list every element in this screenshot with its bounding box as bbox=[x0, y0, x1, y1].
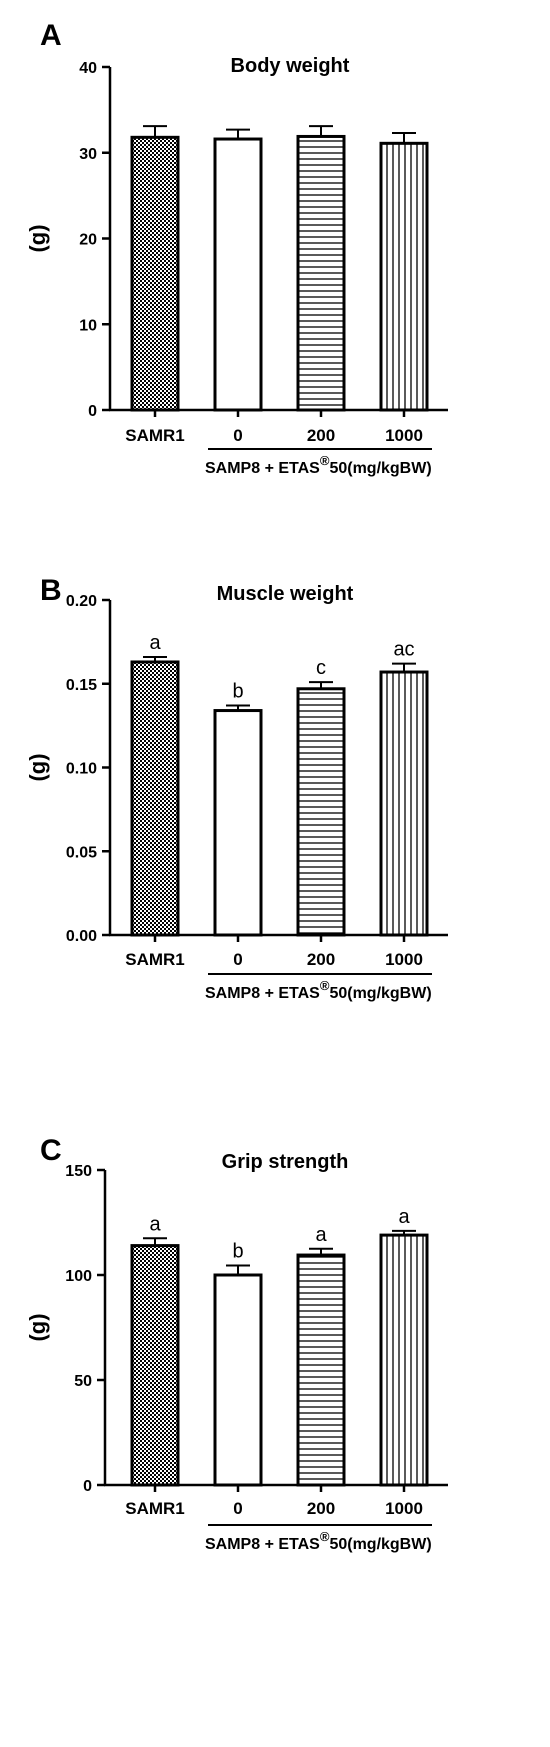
group-label: SAMP8 + ETAS®50(mg/kgBW) bbox=[205, 1529, 432, 1553]
bar-2 bbox=[213, 709, 263, 937]
category-label: 0 bbox=[233, 1499, 242, 1518]
y-tick-label: 0.00 bbox=[66, 928, 97, 945]
y-axis-label: (g) bbox=[25, 224, 50, 252]
group-label-suffix: 50(mg/kgBW) bbox=[329, 985, 431, 1002]
significance-label: b bbox=[232, 1241, 243, 1263]
y-tick-label: 0 bbox=[88, 403, 97, 420]
significance-label: a bbox=[315, 1224, 327, 1246]
chart-title: Body weight bbox=[231, 55, 350, 77]
bar-3 bbox=[296, 687, 346, 937]
panel-letter: B bbox=[40, 574, 62, 607]
panel-letter: A bbox=[40, 19, 62, 52]
chart-panel-c: C Grip strength (g) 0 50 100 150 a SAMR1 b 0 a 200 a 1… bbox=[25, 1134, 448, 1553]
y-tick-label: 50 bbox=[74, 1373, 92, 1390]
significance-label: a bbox=[398, 1206, 410, 1228]
group-label-main: SAMP8 + ETAS bbox=[205, 985, 320, 1002]
y-tick-label: 0.15 bbox=[66, 677, 97, 694]
bar-4 bbox=[379, 141, 429, 412]
category-label: 200 bbox=[307, 426, 335, 445]
category-label: 200 bbox=[307, 950, 335, 969]
y-tick-label: 10 bbox=[79, 317, 97, 334]
chart-panel-a: A Body weight (g) 0 10 20 30 40 SAMR1 0 200 1000 SAM… bbox=[25, 19, 448, 477]
y-tick-label: 100 bbox=[65, 1268, 92, 1285]
category-label: 0 bbox=[233, 426, 242, 445]
group-label-suffix: 50(mg/kgBW) bbox=[329, 1536, 431, 1553]
category-label: 0 bbox=[233, 950, 242, 969]
group-label-superscript: ® bbox=[320, 978, 330, 993]
group-label: SAMP8 + ETAS®50(mg/kgBW) bbox=[205, 453, 432, 477]
bar-4 bbox=[379, 1233, 429, 1487]
bar-3 bbox=[296, 134, 346, 412]
bar-3 bbox=[296, 1253, 346, 1487]
panel-letter: C bbox=[40, 1134, 62, 1167]
significance-label: c bbox=[316, 657, 326, 679]
bar-4 bbox=[379, 670, 429, 937]
bar-2 bbox=[213, 137, 263, 412]
y-axis-label: (g) bbox=[25, 753, 50, 781]
category-label: SAMR1 bbox=[125, 950, 185, 969]
significance-label: a bbox=[149, 632, 161, 654]
group-label-superscript: ® bbox=[320, 1529, 330, 1544]
group-label: SAMP8 + ETAS®50(mg/kgBW) bbox=[205, 978, 432, 1002]
chart-title: Muscle weight bbox=[217, 583, 354, 605]
category-label: 200 bbox=[307, 1499, 335, 1518]
group-label-suffix: 50(mg/kgBW) bbox=[329, 460, 431, 477]
group-label-main: SAMP8 + ETAS bbox=[205, 460, 320, 477]
category-label: SAMR1 bbox=[125, 426, 185, 445]
category-label: 1000 bbox=[385, 1499, 423, 1518]
bar-1 bbox=[130, 135, 180, 412]
y-tick-label: 150 bbox=[65, 1163, 92, 1180]
y-tick-label: 30 bbox=[79, 146, 97, 163]
bar-1 bbox=[130, 660, 180, 937]
category-label: SAMR1 bbox=[125, 1499, 185, 1518]
bar-1 bbox=[130, 1244, 180, 1487]
category-label: 1000 bbox=[385, 426, 423, 445]
group-label-main: SAMP8 + ETAS bbox=[205, 1536, 320, 1553]
y-tick-label: 0.05 bbox=[66, 844, 97, 861]
y-axis-label: (g) bbox=[25, 1313, 50, 1341]
group-label-superscript: ® bbox=[320, 453, 330, 468]
y-tick-label: 40 bbox=[79, 60, 97, 77]
y-tick-label: 0.10 bbox=[66, 761, 97, 778]
bar-2 bbox=[213, 1273, 263, 1487]
significance-label: ac bbox=[393, 639, 414, 661]
chart-title: Grip strength bbox=[222, 1151, 349, 1173]
y-tick-label: 0 bbox=[83, 1478, 92, 1495]
chart-panel-b: B Muscle weight (g) 0.00 0.05 0.10 0.15 0.20 a SA… bbox=[25, 574, 448, 1002]
significance-label: b bbox=[232, 681, 243, 703]
category-label: 1000 bbox=[385, 950, 423, 969]
significance-label: a bbox=[149, 1213, 161, 1235]
y-tick-label: 0.20 bbox=[66, 593, 97, 610]
y-tick-label: 20 bbox=[79, 232, 97, 249]
